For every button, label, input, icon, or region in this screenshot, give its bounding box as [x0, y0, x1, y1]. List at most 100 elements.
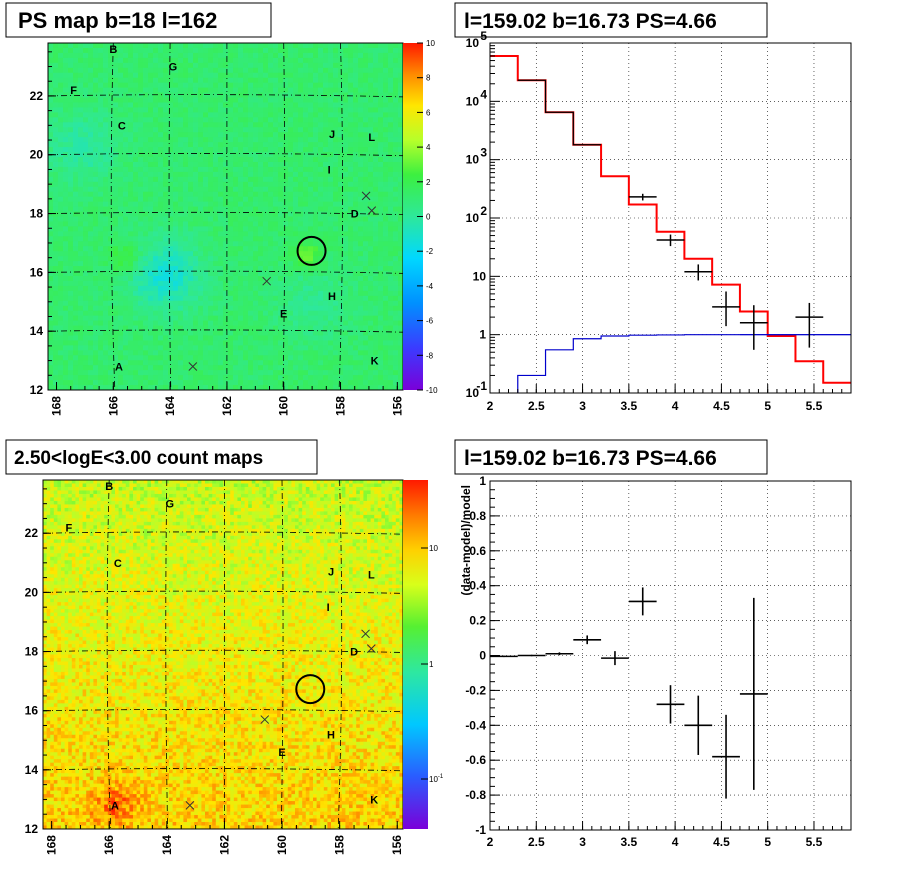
heatmap-cell [183, 87, 189, 93]
heatmap-cell [193, 62, 199, 69]
heatmap-cell [98, 43, 104, 49]
heatmap-cell [58, 211, 64, 217]
heatmap-cell [248, 360, 254, 366]
heatmap-cell [138, 231, 144, 237]
heatmap-cell [338, 360, 344, 366]
heatmap-cell [378, 280, 384, 287]
heatmap-cell [88, 211, 94, 217]
heatmap-cell [133, 256, 139, 262]
heatmap-cell [373, 147, 379, 153]
heatmap-cell [343, 360, 349, 366]
heatmap-cell [93, 261, 99, 267]
heatmap-cell [98, 285, 104, 292]
heatmap-cell [223, 380, 229, 386]
heatmap-cell [178, 246, 184, 252]
heatmap-cell [198, 72, 204, 79]
heatmap-cell [93, 147, 99, 153]
heatmap-cell [383, 285, 389, 292]
heatmap-cell [363, 271, 369, 277]
heatmap-cell [193, 271, 199, 277]
heatmap-cell [63, 380, 69, 386]
heatmap-cell [253, 216, 259, 222]
heatmap-cell [183, 191, 189, 198]
heatmap-cell [358, 280, 364, 287]
heatmap-cell [293, 380, 299, 386]
heatmap-cell [208, 92, 214, 98]
heatmap-cell [228, 122, 234, 128]
heatmap-cell [338, 261, 344, 267]
heatmap-cell [148, 82, 154, 89]
heatmap-cell [323, 216, 329, 222]
heatmap-cell [398, 325, 404, 331]
heatmap-cell [63, 181, 69, 188]
heatmap-cell [268, 142, 274, 148]
heatmap-cell [363, 142, 369, 148]
heatmap-cell [378, 122, 384, 128]
heatmap-cell [88, 127, 94, 133]
heatmap-cell [213, 266, 219, 272]
heatmap-cell [238, 226, 244, 232]
heatmap-cell [198, 107, 204, 113]
heatmap-cell [258, 62, 264, 69]
heatmap-cell [323, 137, 329, 143]
heatmap-cell [228, 271, 234, 277]
heatmap-cell [283, 142, 289, 148]
heatmap-cell [373, 295, 379, 302]
heatmap-cell [358, 77, 364, 84]
heatmap-cell [178, 191, 184, 198]
heatmap-cell [283, 350, 289, 356]
heatmap-cell [78, 345, 84, 351]
heatmap-cell [153, 246, 159, 252]
heatmap-cell [328, 290, 334, 297]
heatmap-cell [188, 335, 194, 341]
heatmap-cell [348, 226, 354, 232]
heatmap-cell [233, 72, 239, 79]
heatmap-cell [388, 157, 394, 163]
heatmap-cell [203, 246, 209, 252]
heatmap-cell [328, 117, 334, 123]
heatmap-cell [273, 325, 279, 331]
heatmap-cell [343, 305, 349, 312]
heatmap-cell [328, 275, 334, 282]
heatmap-cell [193, 345, 199, 351]
heatmap-cell [83, 157, 89, 163]
heatmap-cell [78, 201, 84, 207]
heatmap-cell [113, 275, 119, 282]
heatmap-cell [58, 315, 64, 321]
heatmap-cell [113, 206, 119, 212]
heatmap-cell [373, 77, 379, 84]
heatmap-cell [203, 196, 209, 203]
heatmap-cell [133, 295, 139, 302]
heatmap-cell [388, 380, 394, 386]
heatmap-cell [113, 87, 119, 93]
heatmap-cell [398, 47, 404, 54]
heatmap-cell [298, 52, 304, 59]
heatmap-cell [248, 206, 254, 212]
heatmap-cell [228, 385, 234, 391]
heatmap-cell [253, 132, 259, 138]
heatmap-cell [308, 271, 314, 277]
heatmap-cell [243, 241, 249, 247]
heatmap-cell [328, 285, 334, 292]
heatmap-cell [198, 186, 204, 193]
heatmap-cell [113, 315, 119, 321]
heatmap-cell [53, 360, 59, 366]
heatmap-cell [353, 271, 359, 277]
heatmap-cell [278, 206, 284, 212]
heatmap-cell [328, 370, 334, 376]
heatmap-cell [343, 161, 349, 168]
heatmap-cell [73, 290, 79, 297]
heatmap-cell [258, 57, 264, 64]
heatmap-cell [333, 370, 339, 376]
heatmap-cell [113, 67, 119, 74]
heatmap-cell [163, 300, 169, 307]
heatmap-cell [198, 375, 204, 381]
heatmap-cell [298, 300, 304, 307]
heatmap-cell [298, 112, 304, 118]
heatmap-cell [153, 147, 159, 153]
heatmap-cell [273, 82, 279, 89]
heatmap-cell [103, 181, 109, 188]
heatmap-cell [53, 117, 59, 123]
heatmap-cell [248, 295, 254, 302]
heatmap-cell [58, 87, 64, 93]
